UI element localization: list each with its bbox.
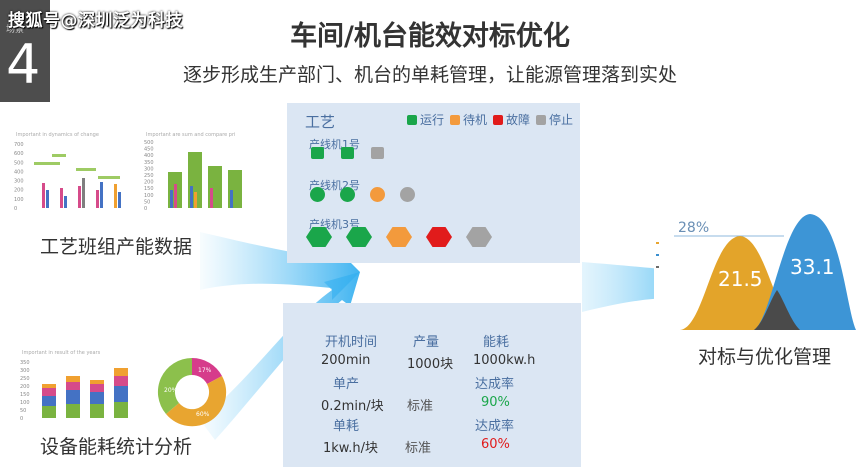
donut-slice-3 (157, 357, 192, 414)
value-rate-1: 90% (481, 395, 510, 410)
mc1-ticks-tick-0: 700 (14, 142, 24, 148)
mc2-ticks-tick-1: 450 (144, 147, 154, 153)
mini-chart-2-title: Important are sum and compare pri (146, 132, 235, 138)
machine-status-marks (287, 103, 580, 263)
value-run-time: 200min (321, 353, 371, 368)
label-unit-energy: 单耗 (333, 419, 360, 434)
legend-stopped-swatch (536, 114, 547, 125)
donut-label-2: 20% (164, 387, 178, 394)
mc2-ticks-tick-8: 100 (144, 193, 154, 199)
mc1-ticks-tick-6: 100 (14, 197, 24, 203)
benchmark-peak-label: 28% (678, 220, 709, 236)
value-unit-energy: 1kw.h/块 (323, 441, 378, 456)
machine-1-3-stopped (371, 147, 384, 159)
mc2-ticks-tick-10: 0 (144, 206, 147, 212)
mc3-ticks-tick-5: 100 (20, 400, 30, 406)
caption-process-data: 工艺班组产能数据 (40, 236, 193, 258)
donut-label-3: 60% (196, 411, 210, 418)
mc3-ticks-tick-7: 0 (20, 416, 23, 422)
machine-1-1-running (311, 147, 324, 159)
header-run-time: 开机时间 (325, 335, 378, 350)
machine-2-2-running (340, 187, 355, 202)
legend-stopped: 停止 (536, 111, 573, 128)
mc2-ticks-tick-2: 400 (144, 153, 154, 159)
mc2-ticks-tick-4: 300 (144, 166, 154, 172)
caption-equipment-energy: 设备能耗统计分析 (40, 436, 193, 458)
legend-running-swatch (407, 114, 417, 125)
header-energy: 能耗 (483, 335, 510, 350)
mc2-ticks-tick-9: 50 (144, 199, 150, 205)
legend-standby-swatch (450, 114, 461, 125)
slide-number-label: 场景 (6, 25, 25, 35)
legend-fault: 故障 (493, 111, 530, 128)
benchmark-right-value: 33.1 (790, 255, 835, 279)
mini-chart-3-marks (42, 368, 128, 418)
machine-2-1-running (310, 187, 325, 202)
mc3-ticks-tick-0: 350 (20, 360, 30, 366)
legend-fault-swatch (493, 114, 504, 125)
donut-slice-1 (192, 358, 222, 384)
machine-3-1-running (306, 227, 332, 247)
mc2-ticks-tick-7: 150 (144, 186, 154, 192)
page-title: 车间/机台能效对标优化 (290, 21, 570, 52)
machine-3-3-standby (386, 227, 412, 247)
benchmark-overlap (754, 290, 800, 330)
mc2-ticks-tick-6: 200 (144, 180, 154, 186)
donut-label-1: 17% (198, 367, 212, 374)
machine-3-4-fault (426, 227, 452, 247)
label-rate-1: 达成率 (475, 377, 515, 392)
equipment-mini-chart: Important in result of the years 350 300 2… (18, 346, 142, 424)
mc3-ticks-tick-4: 150 (20, 392, 30, 398)
process-panel-title: 工艺 (305, 113, 336, 131)
machine-2-4-stopped (400, 187, 415, 202)
benchmark-left-value: 21.5 (718, 267, 763, 291)
production-stats-panel: 开机时间 产量 能耗 200min 1000块 1000kw.h 单产 达成率 … (283, 303, 581, 467)
machine-2-3-standby (370, 187, 385, 202)
mc1-ticks-tick-7: 0 (14, 206, 17, 212)
mini-chart-2-marks (168, 152, 242, 208)
mc1-ticks-tick-5: 200 (14, 188, 24, 194)
mc3-ticks-tick-2: 250 (20, 376, 30, 382)
process-status-panel: 工艺 运行 待机 故障 停止 产线机1号 产线机2号 产线机3号 (287, 103, 580, 263)
mc1-ticks-tick-4: 300 (14, 179, 24, 185)
value-energy: 1000kw.h (473, 353, 536, 368)
mc1-ticks-tick-1: 600 (14, 151, 24, 157)
page-subtitle: 逐步形成生产部门、机台的单耗管理，让能源管理落到实处 (182, 64, 677, 86)
status-legend: 运行 待机 故障 停止 (407, 111, 579, 128)
machine-3-2-running (346, 227, 372, 247)
process-mini-chart-2: Important are sum and compare pri 500450… (142, 128, 246, 214)
mc2-ticks-tick-3: 350 (144, 160, 154, 166)
mc3-ticks-tick-6: 50 (20, 408, 26, 414)
process-mini-chart-1: Important in dynamics of change 700 600 50… (12, 128, 140, 214)
equipment-donut-chart: 17% 20% 60% (157, 357, 227, 427)
mc3-ticks-tick-1: 300 (20, 368, 30, 374)
watermark-text: 搜狐号@深圳泛为科技 (8, 11, 183, 31)
legend-running: 运行 (407, 111, 444, 128)
slide-number: 4 (6, 33, 41, 96)
mc2-ticks-tick-0: 500 (144, 140, 154, 146)
header-output: 产量 (413, 335, 440, 350)
mini-chart-1-marks (34, 154, 121, 208)
legend-standby: 待机 (450, 111, 487, 128)
machine-1-2-running (341, 147, 354, 159)
caption-benchmark: 对标与优化管理 (698, 346, 832, 368)
machine-3-5-stopped (466, 227, 492, 247)
value-rate-2: 60% (481, 437, 510, 452)
mc1-ticks-tick-2: 500 (14, 160, 24, 166)
label-standard-1: 标准 (407, 399, 434, 414)
label-unit-output: 单产 (333, 377, 360, 392)
slide-number-box (0, 0, 50, 102)
mini-chart-3-title: Important in result of the years (22, 350, 101, 356)
benchmark-chart: 28% 21.5 33.1 (654, 208, 858, 332)
label-rate-2: 达成率 (475, 419, 515, 434)
value-unit-output: 0.2min/块 (321, 399, 384, 414)
mc1-ticks-tick-3: 400 (14, 169, 24, 175)
mc2-ticks-tick-5: 250 (144, 173, 154, 179)
label-standard-2: 标准 (405, 441, 432, 456)
value-output: 1000块 (407, 357, 454, 372)
mini-chart-1-title: Important in dynamics of change (16, 132, 99, 138)
mc3-ticks-tick-3: 200 (20, 384, 30, 390)
donut-slice-2 (166, 376, 227, 427)
arrow-from-process (200, 232, 360, 300)
